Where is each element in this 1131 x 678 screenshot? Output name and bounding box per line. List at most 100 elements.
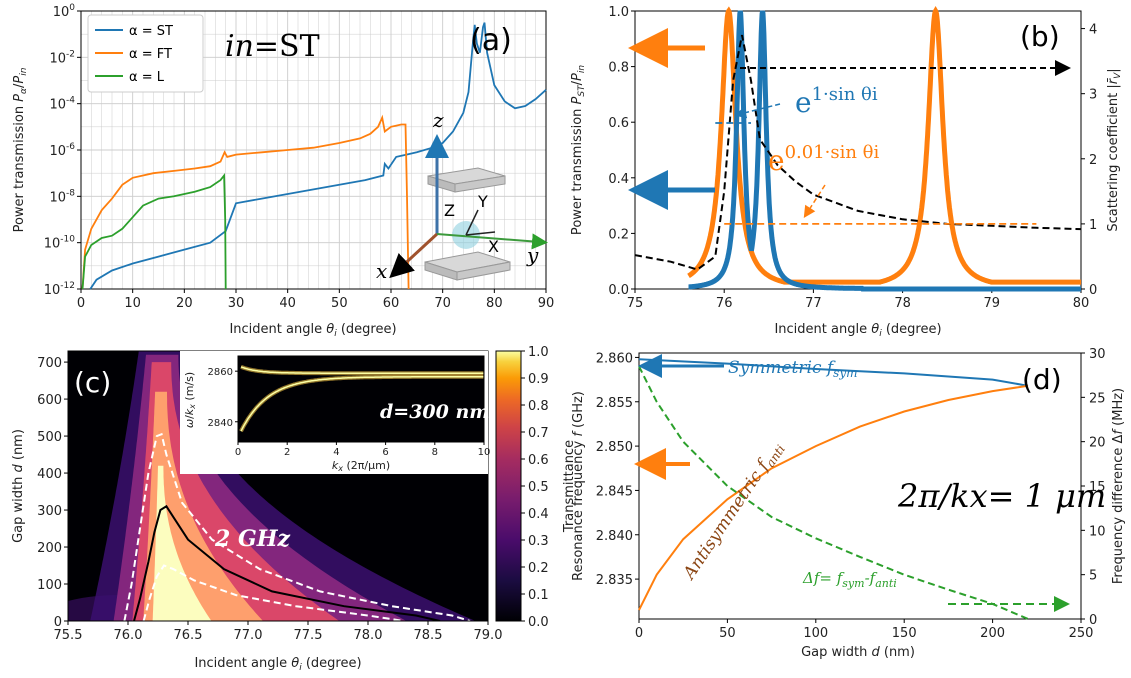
- a-series-lines: [81, 22, 547, 290]
- c-heat-peak: [152, 465, 212, 621]
- b-xlabel: Incident angle θi (degree): [774, 322, 941, 339]
- c-panel-label: (c): [74, 366, 111, 399]
- c-inset-ytick-label: 2860: [208, 367, 233, 378]
- c-xtick-label: 76.0: [114, 628, 143, 643]
- c-inset-label: d=300 nm: [380, 401, 489, 423]
- c-contour-solid: [133, 504, 441, 621]
- d-sym-sub: sym: [833, 366, 857, 380]
- d-ytick-right-label: 5: [1089, 569, 1097, 584]
- b-orange-ann-base: e: [768, 144, 785, 177]
- c-inset-branch-lower: [240, 375, 484, 432]
- a-legend-label-ft: α = FT: [129, 47, 172, 62]
- a-inset-top-plate-front: [454, 175, 506, 193]
- a-xtick-label: 10: [124, 296, 141, 311]
- a-xtick-label: 50: [331, 296, 348, 311]
- c-inset-ylabel: ω/kx (m/s): [183, 372, 197, 428]
- d-xlabel: Gap width d (nm): [801, 645, 915, 660]
- a-line-ft: [81, 114, 410, 290]
- d-ytick-right-label: 30: [1089, 347, 1106, 362]
- a-in-italic: in: [225, 29, 254, 64]
- a-in-label: in=ST: [225, 29, 320, 64]
- c-cbar-tick-label: 0.5: [528, 480, 549, 495]
- c-ticks: 75.5 76.0 76.5 77.0 77.5 78.0 78.5 79.001002003…: [37, 356, 502, 643]
- b-ticks: 75 76 77 78 79 80 0.0 0.2 0.4 0.6 0.8 1.0 0 1 2 3 4: [608, 5, 1097, 311]
- c-ytick-label: 0: [54, 615, 62, 630]
- a-xtick-label: 20: [176, 296, 193, 311]
- a-xtick-label: 40: [279, 296, 296, 311]
- panel-d: 0 50 100 150 200 2502.8352.8402.8452.8502.855…: [571, 347, 1126, 660]
- a-inset-y-axis: [436, 233, 548, 250]
- d-delta-mid: -f: [865, 569, 878, 587]
- c-ytick-label: 400: [37, 467, 62, 482]
- a-xtick-label: 70: [434, 296, 451, 311]
- c-inset-plot: [237, 355, 485, 443]
- b-ytick-right-label: 3: [1089, 88, 1097, 103]
- b-ytick-label: 0.0: [608, 283, 629, 298]
- d-ytick-right-label: 10: [1089, 524, 1106, 539]
- b-ytick-label: 1.0: [608, 5, 629, 20]
- b-orange-annotation: e0.01·sin θi: [768, 142, 880, 177]
- a-inset-bottom-plate-front: [456, 261, 511, 281]
- c-inset-xtick-label: 6: [382, 447, 388, 458]
- c-cbar-tick-label: 0.0: [528, 615, 549, 630]
- c-inset-ytick-label: 2840: [208, 418, 233, 429]
- d-xtick-label: 250: [1069, 626, 1094, 641]
- c-cbar-tick-label: 0.7: [528, 426, 549, 441]
- a-inset-X-label: X: [488, 237, 499, 256]
- c-xtick-label: 75.5: [54, 628, 83, 643]
- c-cbar-tick-label: 1.0: [528, 345, 549, 360]
- c-xtick-label: 76.5: [174, 628, 203, 643]
- panel-c: 75.5 76.0 76.5 77.0 77.5 78.0 78.5 79.001002003…: [11, 345, 577, 673]
- a-xtick-label: 60: [383, 296, 400, 311]
- b-xtick-label: 76: [716, 296, 733, 311]
- a-xlabel: Incident angle θi (degree): [229, 322, 396, 339]
- b-line-scattering: [634, 34, 1082, 271]
- a-in-rest: =ST: [254, 29, 320, 64]
- c-ytick-label: 600: [37, 393, 62, 408]
- b-blue-ann-base: e: [795, 86, 812, 119]
- a-inset-y-label: y: [526, 243, 539, 267]
- a-line-st: [89, 22, 547, 290]
- c-cbar-tick-label: 0.8: [528, 399, 549, 414]
- c-xlabel: Incident angle θi (degree): [194, 656, 361, 673]
- c-cbar-tick-label: 0.9: [528, 372, 549, 387]
- c-contours: [123, 432, 471, 621]
- a-inset-x-axis: [389, 232, 439, 279]
- b-line-orange: [687, 5, 1081, 285]
- c-cbar-tick-label: 0.2: [528, 561, 549, 576]
- b-xtick-label: 80: [1073, 296, 1090, 311]
- d-delta-sub2: anti: [875, 577, 897, 590]
- d-ytick-right-label: 20: [1089, 436, 1106, 451]
- b-blue-ann-exp: 1·sin θi: [812, 84, 878, 105]
- a-xtick-label: 0: [77, 296, 85, 311]
- a-line-l: [81, 172, 227, 290]
- c-inset-ticks: 0 2 4 6 8 10 2840 2860: [208, 367, 491, 458]
- d-anti-text: Antisymmetric f: [678, 455, 774, 584]
- d-delta-sub1: sym: [842, 577, 864, 590]
- d-ylabel-right: Frequency difference Δf (MHz): [1111, 388, 1126, 584]
- a-xtick-label: 80: [486, 296, 503, 311]
- c-xtick-label: 78.5: [414, 628, 443, 643]
- d-line-sym: [638, 358, 1029, 387]
- a-ytick-label: 10-4: [49, 96, 75, 113]
- d-ytick-label: 2.840: [596, 529, 633, 544]
- d-ylabel: Resonance frequency f (GHz): [571, 391, 586, 581]
- a-inset-x-label: x: [376, 259, 387, 283]
- a-ylabel: Power transmission Pα/Pin: [12, 67, 29, 232]
- d-xtick-label: 0: [635, 626, 643, 641]
- b-ylabel-right: Scattering coefficient |r̄V|: [1106, 68, 1123, 231]
- d-ytick-label: 2.860: [596, 351, 633, 366]
- c-ytick-label: 200: [37, 541, 62, 556]
- d-delta-label: Δf= fsym-fanti: [802, 569, 897, 590]
- c-ytick-label: 100: [37, 578, 62, 593]
- d-panel-label: (d): [1022, 363, 1062, 396]
- d-sym-text: Symmetric f: [728, 358, 836, 378]
- a-legend-label-st: α = ST: [129, 24, 173, 39]
- b-blue-annotation: e1·sin θi: [795, 84, 878, 119]
- b-ylabel: Power transmission PST/Pin: [570, 65, 587, 235]
- c-inset-branch-upper: [240, 366, 484, 374]
- c-ytick-label: 500: [37, 430, 62, 445]
- c-xtick-label: 77.0: [234, 628, 263, 643]
- d-ytick-label: 2.850: [596, 440, 633, 455]
- b-ytick-right-label: 4: [1089, 23, 1097, 38]
